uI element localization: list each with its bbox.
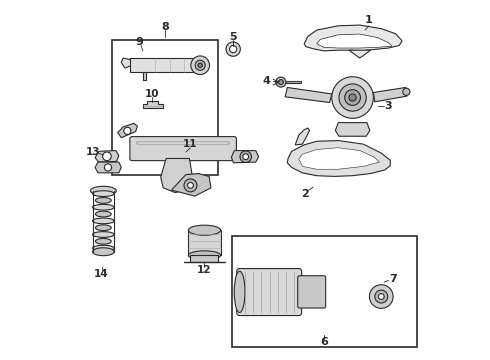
Polygon shape [349, 50, 370, 58]
Polygon shape [188, 230, 220, 255]
Text: 7: 7 [389, 274, 396, 284]
Polygon shape [231, 150, 259, 163]
Circle shape [104, 164, 112, 171]
Polygon shape [137, 141, 229, 144]
Polygon shape [118, 123, 137, 138]
Circle shape [226, 42, 240, 56]
Circle shape [188, 183, 194, 188]
Polygon shape [299, 148, 379, 169]
Polygon shape [373, 87, 407, 102]
Text: 6: 6 [320, 337, 328, 347]
Ellipse shape [96, 225, 111, 230]
Circle shape [184, 179, 197, 192]
Ellipse shape [93, 218, 114, 224]
Circle shape [191, 56, 210, 75]
Text: 14: 14 [94, 269, 109, 279]
Ellipse shape [93, 231, 114, 237]
Text: 5: 5 [229, 32, 237, 41]
Polygon shape [286, 81, 300, 83]
Text: 3: 3 [385, 102, 392, 112]
Circle shape [195, 60, 205, 70]
Polygon shape [287, 140, 390, 176]
Polygon shape [191, 255, 219, 262]
Ellipse shape [96, 198, 111, 203]
Polygon shape [172, 174, 211, 196]
Polygon shape [304, 25, 402, 51]
Ellipse shape [93, 245, 114, 251]
Text: 11: 11 [183, 139, 198, 149]
Polygon shape [130, 58, 193, 72]
Circle shape [243, 154, 248, 159]
Ellipse shape [91, 186, 116, 195]
Circle shape [339, 84, 366, 111]
Polygon shape [143, 72, 147, 80]
Bar [232, 235, 417, 347]
Polygon shape [95, 150, 119, 162]
FancyBboxPatch shape [130, 136, 236, 161]
Circle shape [375, 290, 388, 303]
Ellipse shape [93, 204, 114, 210]
Ellipse shape [188, 225, 220, 235]
Ellipse shape [96, 211, 111, 217]
Polygon shape [122, 58, 132, 68]
Circle shape [198, 63, 202, 67]
Text: 1: 1 [365, 15, 372, 26]
Ellipse shape [93, 191, 114, 197]
Polygon shape [295, 128, 310, 145]
Ellipse shape [93, 248, 114, 256]
Text: 2: 2 [301, 189, 309, 199]
Polygon shape [161, 158, 193, 193]
Ellipse shape [234, 271, 245, 312]
Text: 13: 13 [85, 147, 100, 157]
Polygon shape [95, 162, 122, 173]
Circle shape [230, 45, 237, 53]
Text: 9: 9 [135, 37, 143, 47]
Circle shape [332, 77, 373, 118]
Polygon shape [143, 101, 163, 108]
FancyBboxPatch shape [298, 276, 326, 308]
Text: 8: 8 [162, 22, 169, 32]
Circle shape [124, 127, 131, 134]
Text: 4: 4 [263, 76, 270, 86]
Circle shape [240, 151, 251, 162]
Circle shape [344, 90, 361, 105]
Polygon shape [285, 87, 332, 103]
Ellipse shape [188, 251, 220, 260]
Text: 10: 10 [145, 89, 159, 99]
Circle shape [403, 88, 410, 95]
Circle shape [349, 94, 356, 101]
Ellipse shape [96, 238, 111, 244]
Circle shape [278, 80, 283, 85]
Bar [112, 40, 218, 175]
FancyBboxPatch shape [237, 269, 302, 316]
Circle shape [369, 285, 393, 309]
Text: 12: 12 [196, 265, 211, 275]
Circle shape [276, 77, 286, 87]
Circle shape [378, 294, 384, 300]
Circle shape [102, 152, 111, 161]
Polygon shape [335, 123, 370, 136]
Polygon shape [317, 34, 392, 48]
